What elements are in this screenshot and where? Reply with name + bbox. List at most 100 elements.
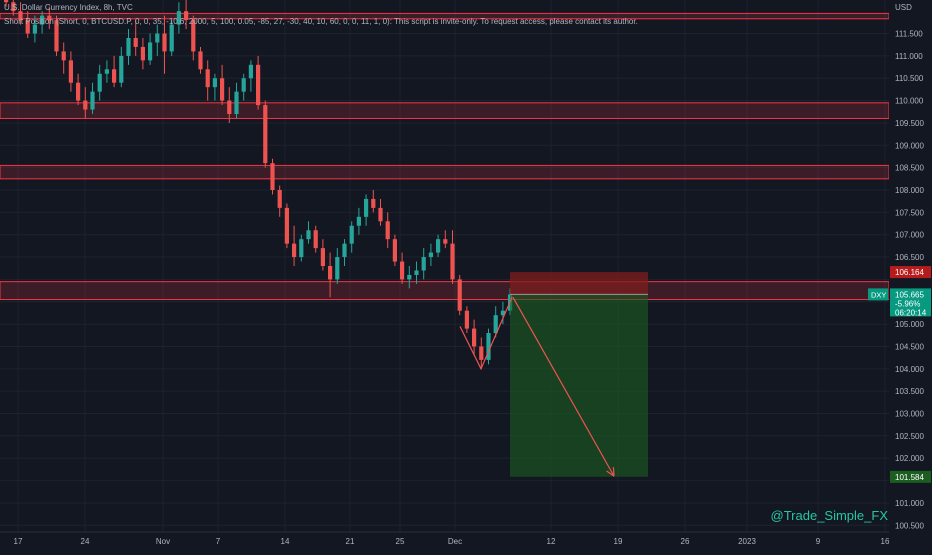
time-tick-label: 21 <box>346 537 355 546</box>
candle-body <box>227 100 232 114</box>
price-label-bg <box>890 470 931 483</box>
candle-body <box>54 20 59 52</box>
resistance-zone <box>0 164 890 180</box>
candle-body <box>421 257 426 271</box>
candle-body <box>212 78 217 88</box>
candle-body <box>277 190 282 208</box>
time-tick-label: 17 <box>14 537 23 546</box>
candle-body <box>292 243 297 258</box>
watermark: @Trade_Simple_FX <box>770 508 888 523</box>
time-tick-label: 16 <box>881 537 890 546</box>
candle-body <box>349 225 354 244</box>
candle-body <box>169 24 174 52</box>
time-tick-label: 7 <box>216 537 221 546</box>
resistance-zone <box>0 281 890 301</box>
price-tick-label: 111.500 <box>895 30 923 39</box>
price-tick-label: 109.000 <box>895 141 924 150</box>
candle-body <box>500 310 505 316</box>
candle-body <box>112 69 117 83</box>
candle-body <box>198 51 203 70</box>
candle-body <box>450 243 455 280</box>
candle-body <box>25 20 30 34</box>
price-tick-label: 104.500 <box>895 342 924 351</box>
price-tick-label: 102.000 <box>895 454 924 463</box>
symbol-tag-bg <box>868 288 888 301</box>
price-tick-label: 110.500 <box>895 74 924 83</box>
candle-body <box>270 163 275 190</box>
price-tick-label: 109.500 <box>895 119 924 128</box>
candle-body <box>392 239 397 262</box>
candle-body <box>284 207 289 244</box>
last-price-bg <box>890 288 931 317</box>
price-tick-label: 100.500 <box>895 521 924 530</box>
candle-body <box>479 346 484 360</box>
time-tick-label: 26 <box>681 537 690 546</box>
candle-body <box>140 46 145 61</box>
candle-body <box>313 230 318 249</box>
indicator-legend[interactable]: Short Position (Short, 0, BTCUSD.P, 0, 0… <box>4 17 638 26</box>
candle-body <box>155 33 160 43</box>
forecast-arrow-head <box>612 467 615 477</box>
candle-body <box>335 257 340 280</box>
candle-body <box>493 315 498 334</box>
candle-body <box>407 274 412 280</box>
candle-body <box>385 221 390 240</box>
time-tick-label: 12 <box>547 537 556 546</box>
time-tick-label: 19 <box>614 537 623 546</box>
candle-body <box>248 64 253 79</box>
time-tick-label: 9 <box>816 537 821 546</box>
resistance-zone <box>0 102 890 119</box>
candle-body <box>414 270 419 275</box>
triangle-pattern <box>459 297 513 371</box>
candle-body <box>32 24 37 34</box>
price-label-stop: 106.164 <box>895 268 924 277</box>
candle-body <box>47 15 52 21</box>
price-label-bg <box>890 266 931 279</box>
candle-body <box>126 38 131 56</box>
candle-body <box>263 105 268 164</box>
candle-body <box>256 64 261 106</box>
time-tick-label: Nov <box>156 537 170 546</box>
candle-body <box>400 261 405 280</box>
candle-body <box>472 328 477 347</box>
last-price-countdown: 06:20:14 <box>895 308 927 317</box>
candle-body <box>205 69 210 88</box>
candle-body <box>97 73 102 92</box>
candle-body <box>364 198 369 217</box>
time-tick-label: 14 <box>281 537 290 546</box>
price-tick-label: 103.500 <box>895 387 924 396</box>
candle-body <box>234 91 239 114</box>
candle-body <box>464 310 469 329</box>
candle-body <box>220 78 225 101</box>
price-label-target: 101.584 <box>895 473 924 482</box>
price-tick-label: 107.000 <box>895 231 924 240</box>
last-price-value: 105.665 <box>895 290 924 299</box>
candle-body <box>133 38 138 47</box>
stop-loss-area <box>510 272 648 295</box>
candle-body <box>104 69 109 74</box>
candle-body <box>61 51 66 61</box>
price-tick-label: 108.000 <box>895 186 924 195</box>
price-tick-label: 105.000 <box>895 320 924 329</box>
candle-body <box>76 82 81 101</box>
price-tick-label: 111.000 <box>895 52 923 61</box>
candle-body <box>18 11 23 21</box>
time-tick-label: 2023 <box>738 537 756 546</box>
candle-body <box>184 11 189 21</box>
time-tick-label: Dec <box>448 537 462 546</box>
candle-body <box>436 239 441 253</box>
candle-body <box>40 15 45 25</box>
candle-body <box>119 55 124 83</box>
price-tick-label: 103.000 <box>895 410 924 419</box>
time-tick-label: 24 <box>81 537 90 546</box>
candle-body <box>486 333 491 360</box>
price-tick-label: 102.500 <box>895 432 924 441</box>
candle-body <box>378 207 383 222</box>
candle-body <box>299 239 304 258</box>
candle-body <box>162 33 167 52</box>
candle-body <box>83 100 88 110</box>
candle-body <box>457 279 462 311</box>
candle-body <box>68 60 73 83</box>
